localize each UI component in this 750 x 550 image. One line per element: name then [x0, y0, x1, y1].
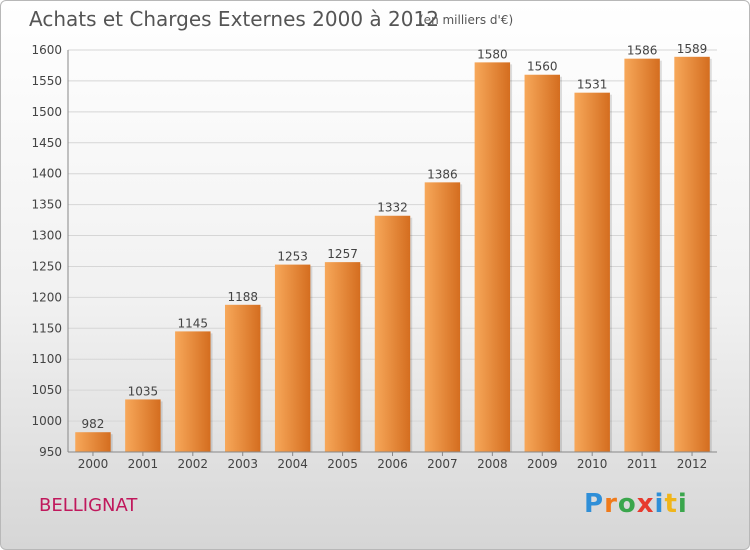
y-tick-label: 1600	[31, 43, 62, 57]
x-tick-label: 2011	[627, 457, 658, 471]
data-label: 1145	[178, 316, 209, 330]
chart-title: Achats et Charges Externes 2000 à 2012	[29, 7, 439, 31]
y-tick-label: 1300	[31, 229, 62, 243]
place-name: BELLIGNAT	[39, 495, 138, 516]
logo-letter: P	[584, 489, 605, 519]
chart-subtitle: (en milliers d'€)	[419, 13, 514, 27]
bar	[674, 56, 710, 453]
y-tick-label: 1500	[31, 105, 62, 119]
axes: 950 1000 1050 1100 1150 1200 1250 1300 1350 1400 1…	[31, 43, 717, 471]
x-tick-label: 2002	[178, 457, 209, 471]
data-label: 1257	[327, 247, 358, 261]
bar	[274, 264, 311, 452]
bar	[424, 182, 461, 452]
x-tick-label: 2000	[78, 457, 109, 471]
bar	[374, 215, 411, 452]
x-tick-label: 2001	[128, 457, 159, 471]
x-tick-label: 2006	[377, 457, 408, 471]
data-label: 1586	[627, 44, 658, 58]
bar	[225, 304, 261, 452]
bar	[175, 331, 211, 452]
x-tick-label: 2005	[327, 457, 358, 471]
proxiti-logo: Proxiti	[584, 489, 688, 519]
data-label: 1035	[128, 384, 159, 398]
x-tick-label: 2008	[477, 457, 508, 471]
bar	[474, 62, 511, 452]
y-tick-label: 1250	[31, 259, 62, 273]
y-tick-label: 1550	[31, 74, 62, 88]
data-labels: 982 1035 1145 1188 1253 1257 1332 1386 1580 1560 1…	[82, 42, 708, 431]
logo-letter: i	[677, 489, 688, 519]
y-tick-label: 1400	[31, 167, 62, 181]
data-label: 1386	[427, 167, 458, 181]
y-tick-label: 1000	[31, 414, 62, 428]
data-label: 1332	[377, 201, 408, 215]
y-tick-label: 1050	[31, 383, 62, 397]
x-tick-label: 2010	[577, 457, 608, 471]
y-tick-label: 1100	[31, 352, 62, 366]
data-label: 982	[82, 417, 105, 431]
logo-letter: x	[636, 489, 655, 519]
x-tick-label: 2009	[527, 457, 558, 471]
data-label: 1531	[577, 78, 608, 92]
data-label: 1188	[227, 290, 258, 304]
bar	[75, 432, 111, 452]
logo-letter: i	[654, 489, 665, 519]
data-label: 1253	[277, 250, 308, 264]
logo-letter: t	[664, 489, 678, 519]
bars	[75, 56, 712, 453]
x-tick-label: 2003	[227, 457, 258, 471]
y-tick-label: 1150	[31, 321, 62, 335]
data-label: 1580	[477, 47, 508, 61]
x-tick-label: 2012	[677, 457, 708, 471]
bar	[524, 74, 560, 452]
y-tick-label: 1450	[31, 136, 62, 150]
y-tick-label: 1200	[31, 290, 62, 304]
bar	[125, 399, 161, 452]
x-tick-label: 2004	[277, 457, 308, 471]
logo-letter: o	[617, 489, 637, 519]
bar	[624, 58, 660, 453]
data-label: 1560	[527, 60, 558, 74]
logo-letter: r	[604, 489, 618, 519]
x-tick-label: 2007	[427, 457, 458, 471]
y-tick-label: 950	[39, 445, 62, 459]
bar	[324, 262, 361, 452]
y-tick-label: 1350	[31, 198, 62, 212]
data-label: 1589	[677, 42, 708, 56]
bar	[574, 92, 610, 453]
